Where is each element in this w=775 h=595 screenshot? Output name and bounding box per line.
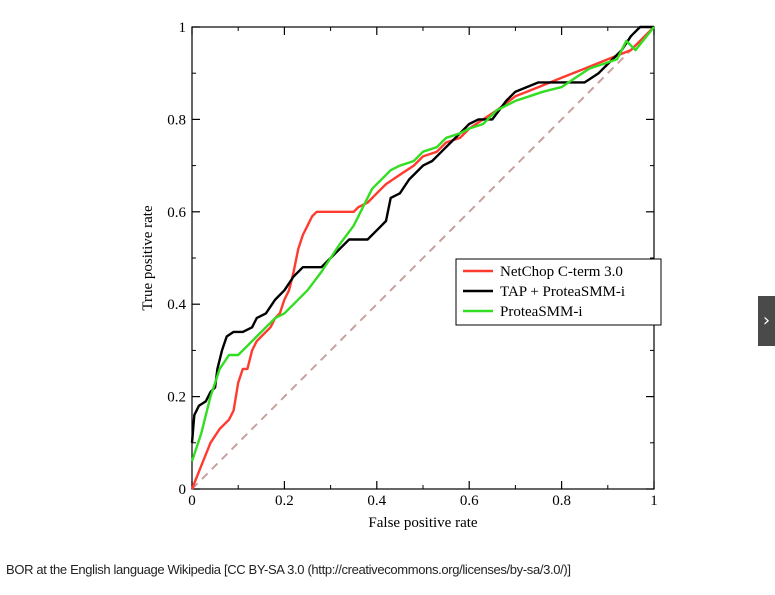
legend-label: ProteaSMM-i [500,304,583,320]
tick-labels: 0 0.2 0.4 0.6 0.8 1 0 0.2 0.4 0.6 0.8 1 [167,20,658,509]
image-attribution-caption: BOR at the English language Wikipedia [C… [6,562,571,577]
x-tick-label: 0.2 [275,493,294,509]
legend: NetChop C-term 3.0 TAP + ProteaSMM-i Prote… [455,258,662,326]
x-tick-label: 0.4 [367,493,386,509]
y-axis-label: True positive rate [140,205,156,311]
legend-label: TAP + ProteaSMM-i [500,284,625,300]
series-line-netchop-c-term-3-0 [190,26,655,490]
series-line-tap-proteasmm-i [190,25,654,443]
x-tick-label: 1 [650,493,658,509]
y-tick-label: 0.6 [167,205,186,221]
axis-ticks [191,26,655,490]
y-tick-label: 0.8 [167,112,186,128]
roc-chart: 0 0.2 0.4 0.6 0.8 1 0 0.2 0.4 0.6 0.8 1 False posit… [140,20,662,531]
x-tick-label: 0.6 [460,493,479,509]
y-tick-label: 0.2 [167,390,186,406]
series-lines [190,25,655,490]
x-tick-label: 0.8 [552,493,571,509]
x-tick-label: 0 [188,493,196,509]
x-axis-label: False positive rate [368,515,477,531]
random-diagonal-line [191,26,655,490]
next-slide-button[interactable]: › [758,296,775,346]
y-tick-label: 0 [179,482,187,498]
series-line-proteasmm-i [190,26,655,462]
legend-label: NetChop C-term 3.0 [500,264,623,280]
y-tick-label: 1 [179,20,187,36]
y-tick-label: 0.4 [167,297,186,313]
